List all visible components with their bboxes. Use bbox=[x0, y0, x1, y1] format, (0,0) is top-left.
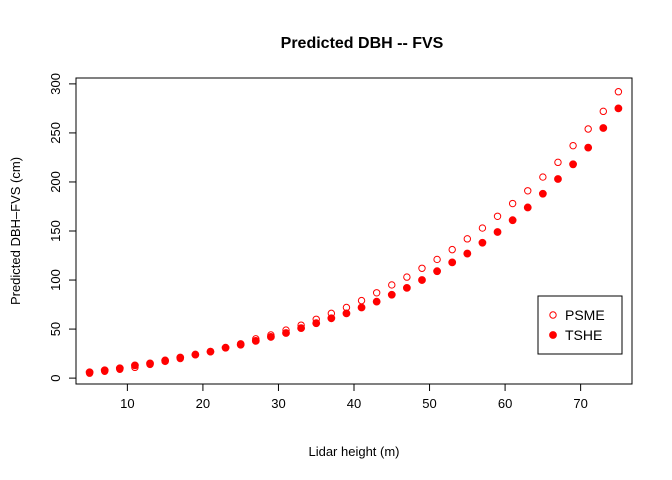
point-tshe bbox=[85, 368, 94, 377]
y-axis: 0 50 100 150 200 250 300 bbox=[48, 73, 77, 382]
point-psme bbox=[357, 296, 366, 305]
point-tshe bbox=[402, 283, 411, 292]
point-tshe bbox=[523, 203, 532, 212]
point-tshe bbox=[282, 329, 290, 337]
x-tick-label: 70 bbox=[573, 396, 587, 411]
point-tshe bbox=[327, 314, 336, 323]
point-tshe bbox=[251, 336, 260, 345]
point-tshe bbox=[508, 216, 517, 225]
point-psme bbox=[372, 289, 381, 297]
point-psme bbox=[388, 281, 396, 289]
y-tick-label: 50 bbox=[48, 322, 63, 336]
point-psme bbox=[448, 245, 456, 254]
x-tick-label: 30 bbox=[271, 396, 285, 411]
legend-label-tshe: TSHE bbox=[565, 327, 602, 343]
x-tick-label: 60 bbox=[498, 396, 512, 411]
point-tshe bbox=[448, 258, 457, 267]
point-psme bbox=[554, 158, 562, 167]
y-tick-label: 300 bbox=[48, 73, 63, 95]
point-tshe bbox=[221, 343, 230, 352]
point-tshe bbox=[312, 319, 321, 328]
x-tick-label: 40 bbox=[347, 396, 361, 411]
point-tshe bbox=[599, 124, 608, 132]
point-psme bbox=[599, 107, 607, 116]
point-tshe bbox=[538, 189, 547, 198]
x-axis-label: Lidar height (m) bbox=[308, 444, 399, 459]
y-axis-label: Predicted DBH–FVS (cm) bbox=[8, 157, 23, 305]
y-tick-label: 200 bbox=[48, 171, 63, 193]
point-tshe bbox=[357, 303, 366, 312]
point-tshe bbox=[584, 143, 593, 152]
point-psme bbox=[539, 173, 547, 181]
point-psme bbox=[463, 235, 472, 243]
point-psme bbox=[614, 88, 623, 96]
point-tshe bbox=[387, 290, 396, 299]
point-tshe bbox=[115, 364, 124, 373]
point-tshe bbox=[146, 359, 154, 368]
point-tshe bbox=[191, 350, 200, 359]
chart-title: Predicted DBH -- FVS bbox=[281, 35, 444, 52]
point-tshe bbox=[569, 160, 577, 169]
x-tick-label: 10 bbox=[120, 396, 134, 411]
point-psme bbox=[478, 224, 487, 232]
x-axis: 10 20 30 40 50 60 70 bbox=[120, 383, 588, 411]
point-tshe bbox=[297, 324, 306, 332]
y-tick-label: 0 bbox=[48, 374, 63, 381]
legend-marker-tshe bbox=[549, 331, 557, 339]
point-tshe bbox=[433, 267, 441, 276]
point-tshe bbox=[342, 309, 351, 318]
point-tshe bbox=[463, 249, 472, 258]
point-psme bbox=[584, 125, 592, 133]
point-tshe bbox=[554, 175, 562, 183]
y-tick-label: 100 bbox=[48, 269, 63, 291]
point-psme bbox=[524, 187, 532, 195]
point-tshe bbox=[161, 356, 170, 365]
point-tshe bbox=[236, 340, 245, 349]
point-tshe bbox=[100, 366, 109, 375]
y-tick-label: 250 bbox=[48, 122, 63, 144]
point-tshe bbox=[131, 361, 139, 370]
point-psme bbox=[403, 273, 411, 281]
point-psme bbox=[493, 212, 502, 220]
point-tshe bbox=[206, 347, 215, 356]
point-tshe bbox=[614, 104, 623, 113]
legend: PSME TSHE bbox=[537, 295, 623, 355]
point-tshe bbox=[418, 276, 426, 284]
point-tshe bbox=[176, 353, 185, 362]
point-psme bbox=[433, 255, 441, 264]
legend-marker-psme bbox=[549, 311, 557, 319]
point-tshe bbox=[478, 238, 487, 247]
data-points bbox=[85, 88, 623, 377]
point-psme bbox=[508, 199, 517, 208]
point-tshe bbox=[267, 333, 275, 341]
point-psme bbox=[418, 264, 426, 272]
y-tick-label: 150 bbox=[48, 220, 63, 242]
legend-box bbox=[537, 295, 623, 355]
point-tshe bbox=[493, 228, 502, 236]
x-tick-label: 50 bbox=[422, 396, 436, 411]
point-tshe bbox=[372, 297, 381, 306]
point-psme bbox=[569, 141, 577, 150]
x-tick-label: 20 bbox=[196, 396, 210, 411]
legend-label-psme: PSME bbox=[565, 307, 605, 323]
